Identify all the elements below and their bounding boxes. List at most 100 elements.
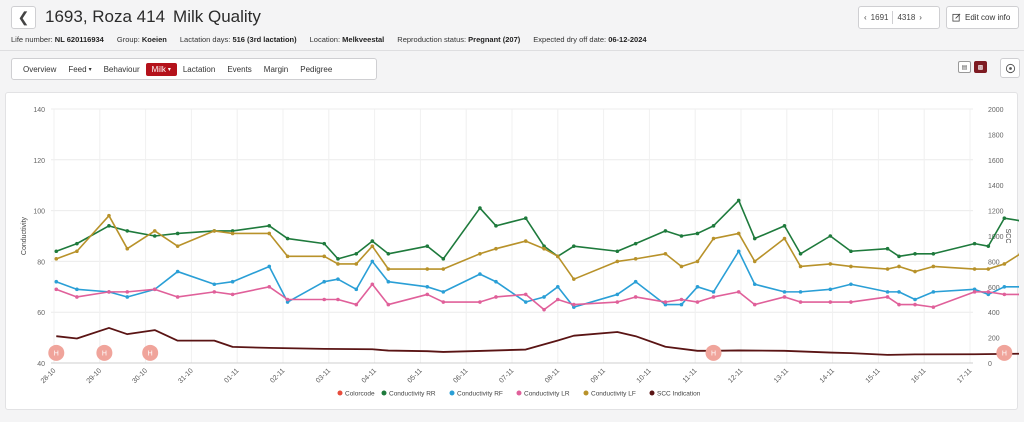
data-point[interactable] <box>267 285 272 289</box>
tab-pedigree[interactable]: Pedigree <box>294 63 338 76</box>
data-point[interactable] <box>752 282 757 287</box>
legend-item[interactable]: SCC Indication <box>649 390 701 398</box>
data-point[interactable] <box>679 234 684 238</box>
data-point[interactable] <box>523 300 528 304</box>
data-point[interactable] <box>752 302 757 307</box>
data-point[interactable] <box>322 241 327 246</box>
data-point[interactable] <box>782 295 787 299</box>
data-point[interactable] <box>556 254 560 259</box>
data-point[interactable] <box>986 244 991 248</box>
data-point[interactable] <box>354 302 359 307</box>
data-point[interactable] <box>1002 262 1007 266</box>
colorcode-marker[interactable]: H <box>96 344 113 361</box>
data-point[interactable] <box>931 305 936 309</box>
data-point[interactable] <box>986 290 991 294</box>
data-point[interactable] <box>336 277 340 281</box>
data-point[interactable] <box>212 282 217 287</box>
colorcode-marker[interactable]: H <box>48 344 65 361</box>
data-point[interactable] <box>370 259 375 264</box>
back-button[interactable]: ❮ <box>11 6 36 29</box>
data-point[interactable] <box>572 305 576 309</box>
data-point[interactable] <box>556 285 560 289</box>
data-point[interactable] <box>1002 292 1007 297</box>
data-point[interactable] <box>425 244 430 248</box>
data-point[interactable] <box>267 231 272 236</box>
prev-cow-button[interactable]: 1691 <box>870 13 889 22</box>
data-point[interactable] <box>663 229 668 233</box>
data-point[interactable] <box>1002 285 1007 289</box>
data-point[interactable] <box>75 287 79 292</box>
next-cow-button[interactable]: 4318 <box>897 13 916 22</box>
data-point[interactable] <box>972 287 977 292</box>
data-point[interactable] <box>663 302 668 307</box>
chevron-left-small-icon[interactable]: ‹ <box>864 13 867 22</box>
data-point[interactable] <box>230 231 235 236</box>
data-point[interactable] <box>175 295 180 299</box>
data-point[interactable] <box>386 267 391 271</box>
data-point[interactable] <box>986 267 991 271</box>
data-point[interactable] <box>322 254 327 259</box>
data-point[interactable] <box>931 290 936 294</box>
settings-button[interactable] <box>1000 58 1020 78</box>
data-point[interactable] <box>752 259 757 264</box>
data-point[interactable] <box>441 257 446 261</box>
data-point[interactable] <box>798 300 803 304</box>
tab-behaviour[interactable]: Behaviour <box>98 63 146 76</box>
data-point[interactable] <box>494 224 498 228</box>
data-point[interactable] <box>798 290 803 294</box>
data-point[interactable] <box>425 292 430 297</box>
data-point[interactable] <box>736 231 741 236</box>
data-point[interactable] <box>695 285 700 289</box>
data-point[interactable] <box>542 244 546 248</box>
data-point[interactable] <box>75 249 79 254</box>
data-point[interactable] <box>175 231 180 236</box>
data-point[interactable] <box>336 297 340 302</box>
data-point[interactable] <box>152 229 157 233</box>
data-point[interactable] <box>782 224 787 228</box>
data-point[interactable] <box>885 290 890 294</box>
data-point[interactable] <box>285 297 290 302</box>
data-point[interactable] <box>107 224 111 228</box>
chart-icon[interactable]: ▩ <box>974 61 987 73</box>
data-point[interactable] <box>54 249 59 254</box>
data-point[interactable] <box>386 302 391 307</box>
data-point[interactable] <box>615 249 620 254</box>
data-point[interactable] <box>523 239 528 243</box>
data-point[interactable] <box>633 295 638 299</box>
data-point[interactable] <box>736 249 741 254</box>
data-point[interactable] <box>107 290 111 294</box>
data-point[interactable] <box>849 264 853 269</box>
legend-item[interactable]: Conductivity LR <box>516 390 570 398</box>
data-point[interactable] <box>633 279 638 284</box>
data-point[interactable] <box>711 295 716 299</box>
data-point[interactable] <box>523 216 528 221</box>
data-point[interactable] <box>478 272 482 276</box>
data-point[interactable] <box>679 297 684 302</box>
data-point[interactable] <box>285 254 290 259</box>
data-point[interactable] <box>972 267 977 271</box>
data-point[interactable] <box>897 302 901 307</box>
tab-lactation[interactable]: Lactation <box>177 63 221 76</box>
data-point[interactable] <box>913 297 917 302</box>
data-point[interactable] <box>494 295 498 299</box>
data-point[interactable] <box>711 236 716 241</box>
data-point[interactable] <box>828 287 833 292</box>
legend-item[interactable]: Conductivity LF <box>583 390 636 398</box>
data-point[interactable] <box>663 251 668 256</box>
data-point[interactable] <box>695 231 700 236</box>
data-point[interactable] <box>798 264 803 269</box>
data-point[interactable] <box>125 229 130 233</box>
data-point[interactable] <box>478 300 482 304</box>
data-point[interactable] <box>267 224 272 228</box>
data-point[interactable] <box>913 302 917 307</box>
tab-events[interactable]: Events <box>221 63 257 76</box>
data-point[interactable] <box>336 257 340 261</box>
data-point[interactable] <box>107 213 111 218</box>
data-point[interactable] <box>285 300 290 304</box>
data-point[interactable] <box>125 246 130 251</box>
data-point[interactable] <box>285 236 290 241</box>
data-point[interactable] <box>695 259 700 264</box>
tab-feed[interactable]: Feed ▾ <box>62 63 97 76</box>
data-point[interactable] <box>849 282 853 287</box>
data-point[interactable] <box>897 264 901 269</box>
